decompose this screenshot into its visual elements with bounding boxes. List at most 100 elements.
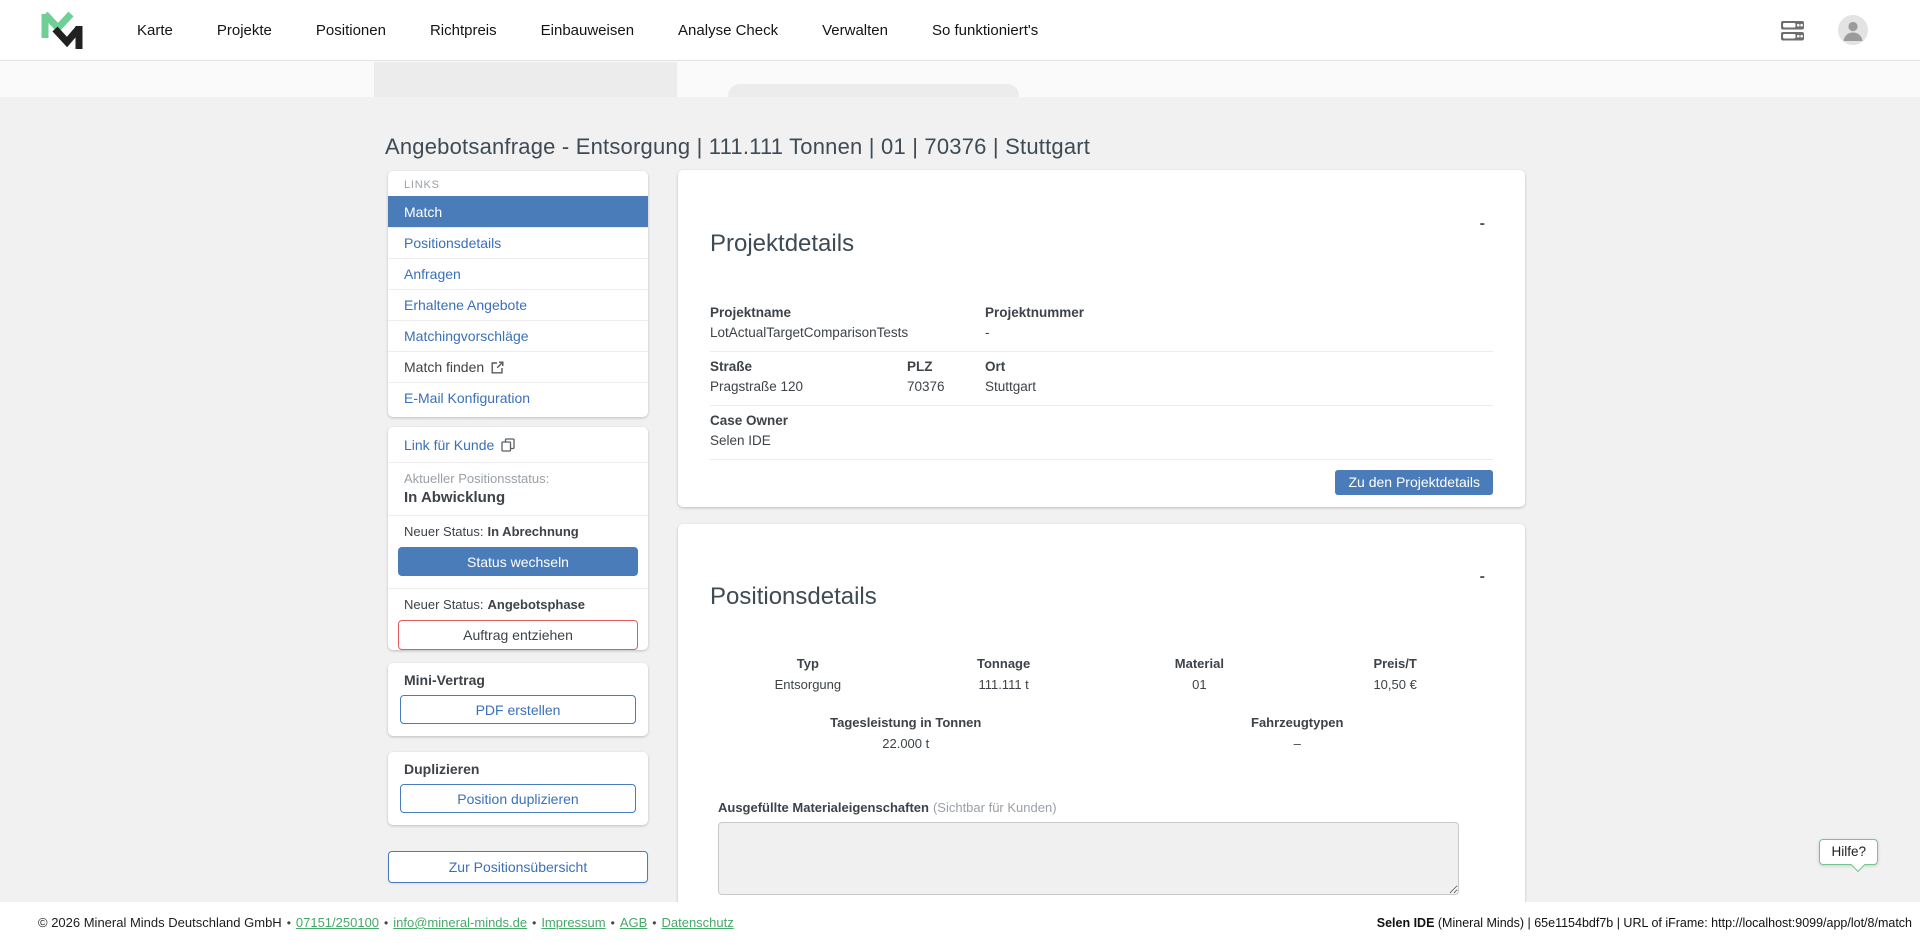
sidebar-item-erhaltene-angebote[interactable]: Erhaltene Angebote [388,289,648,320]
footer-link-agb[interactable]: AGB [619,915,648,930]
nav-item-einbauweisen[interactable]: Einbauweisen [540,21,635,39]
external-link-icon [491,361,504,373]
field-label: Projektname [710,304,792,320]
footer-left: © 2026 Mineral Minds Deutschland GmbH • … [38,915,734,930]
customer-link-label: Link für Kunde [404,437,495,453]
stat-value: 111.111 t [978,676,1029,692]
project-details-title: Projektdetails [710,229,855,257]
field-value: Pragstraße 120 [710,378,804,394]
footer-copyright: © 2026 Mineral Minds Deutschland GmbH [38,915,282,930]
next-status-value: Angebotsphase [487,597,586,612]
nav-item-karte[interactable]: Karte [137,21,173,39]
field-label: Ort [985,358,1006,374]
copy-icon [501,438,515,452]
position-details-card: Positionsdetails - Typ Entsorgung Tonnag… [678,523,1525,936]
field-case-owner: Case Owner Selen IDE [710,412,1493,448]
material-properties-label-main: Ausgefüllte Materialeigenschaften [718,799,929,815]
field-label: Straße [710,358,753,374]
nav-item-projekte[interactable]: Projekte [216,21,272,39]
footer-link-datenschutz[interactable]: Datenschutz [661,915,734,930]
nav-item-richtpreis[interactable]: Richtpreis [429,21,497,39]
sidebar-item-label: Erhaltene Angebote [404,297,527,313]
divider [388,588,648,589]
create-pdf-button[interactable]: PDF erstellen [400,695,636,724]
position-stats-row: Typ Entsorgung Tonnage 111.111 t Materia… [710,655,1493,692]
stat-label: Tagesleistung in Tonnen [830,714,982,730]
field-ort: Ort Stuttgart [985,358,1493,394]
stat-value: 22.000 t [882,735,930,751]
field-value: 70376 [907,378,945,394]
mini-contract-title: Mini-Vertrag [404,672,485,688]
sidebar-item-label: Anfragen [404,266,461,282]
footer-separator: • [610,915,615,930]
mineral-minds-logo-icon[interactable] [40,7,84,53]
next-status-prefix: Neuer Status: [404,597,484,612]
duplicate-card: Duplizieren Position duplizieren [388,752,648,825]
nav-item-positionen[interactable]: Positionen [315,21,386,39]
main-content: Projektdetails - Projektname LotActualTa… [678,170,1525,936]
nav-item-analyse-check[interactable]: Analyse Check [678,21,779,39]
customer-link[interactable]: Link für Kunde [388,427,648,463]
nav-item-so-funktionierts[interactable]: So funktioniert's [931,21,1039,39]
footer-separator: • [652,915,657,930]
sidebar-item-positionsdetails[interactable]: Positionsdetails [388,227,648,258]
collapse-project-details-button[interactable]: - [1479,215,1485,232]
stat-typ: Typ Entsorgung [710,656,906,692]
server-icon[interactable] [1779,17,1806,44]
project-row-address: Straße Pragstraße 120 PLZ 70376 Ort Stut… [710,352,1493,406]
next-status-offer: Neuer Status: Angebotsphase [388,589,648,612]
duplicate-position-button[interactable]: Position duplizieren [400,784,636,813]
session-rest: (Mineral Minds) | 65e1154bdf7b | URL of … [1434,915,1912,930]
stat-label: Material [1174,655,1224,671]
field-value: Stuttgart [985,378,1037,394]
field-projektnummer: Projektnummer - [985,305,1493,340]
sidebar: LINKS Match Positionsdetails Anfragen Er… [388,171,648,883]
current-status-label: Aktueller Positionsstatus: [404,471,550,486]
field-value: Selen IDE [710,432,771,448]
status-change-button[interactable]: Status wechseln [398,547,638,576]
sidebar-item-match-finden[interactable]: Match finden [388,351,648,382]
footer-link-email[interactable]: info@mineral-minds.de [393,915,528,930]
stat-label: Preis/T [1373,655,1417,671]
material-properties-textarea[interactable] [718,821,1459,895]
field-label: Case Owner [710,412,789,428]
field-projektname: Projektname LotActualTargetComparisonTes… [710,304,985,340]
duplicate-title: Duplizieren [404,761,480,777]
help-button[interactable]: Hilfe? [1819,839,1878,865]
sidebar-item-label: Match [404,204,443,220]
collapse-position-details-button[interactable]: - [1479,567,1485,585]
footer-session-info: Selen IDE (Mineral Minds) | 65e1154bdf7b… [1377,916,1912,930]
footer-link-phone[interactable]: 07151/250100 [295,915,380,930]
sidebar-item-matchingvorschlaege[interactable]: Matchingvorschläge [388,320,648,351]
position-stats-row-2: Tagesleistung in Tonnen 22.000 t Fahrzeu… [710,714,1493,751]
stat-material: Material 01 [1102,655,1298,692]
goto-project-details-button[interactable]: Zu den Projektdetails [1335,469,1493,495]
sidebar-item-match[interactable]: Match [388,196,648,227]
current-status-block: Aktueller Positionsstatus: In Abwicklung [388,463,648,516]
field-value: LotActualTargetComparisonTests [710,324,909,340]
sidebar-item-email-konfiguration[interactable]: E-Mail Konfiguration [388,382,648,413]
stat-value: Entsorgung [774,676,842,692]
footer-link-impressum[interactable]: Impressum [541,915,606,930]
project-row-name: Projektname LotActualTargetComparisonTes… [710,304,1493,352]
sidebar-item-label: Matchingvorschläge [404,328,529,344]
footer-separator: • [532,915,537,930]
stat-tonnage: Tonnage 111.111 t [906,656,1102,692]
withdraw-order-button[interactable]: Auftrag entziehen [398,620,638,650]
sidebar-item-label: E-Mail Konfiguration [404,390,531,406]
footer-separator: • [384,915,389,930]
position-overview-button[interactable]: Zur Positionsübersicht [388,851,648,883]
session-user: Selen IDE [1376,915,1435,930]
nav-item-verwalten[interactable]: Verwalten [822,21,888,39]
user-avatar[interactable] [1838,15,1868,45]
top-navbar: Karte Projekte Positionen Richtpreis Ein… [0,0,1920,61]
sidebar-item-anfragen[interactable]: Anfragen [388,258,648,289]
project-row-owner: Case Owner Selen IDE [710,406,1493,460]
sidebar-item-label: Positionsdetails [404,235,502,251]
sidebar-item-label: Match finden [404,359,485,375]
next-status-billing: Neuer Status: In Abrechnung [388,516,648,539]
stat-tagesleistung: Tagesleistung in Tonnen 22.000 t [710,714,1102,751]
stat-value: – [1293,735,1301,751]
field-strasse: Straße Pragstraße 120 [710,358,907,394]
links-card: LINKS Match Positionsdetails Anfragen Er… [388,171,648,417]
